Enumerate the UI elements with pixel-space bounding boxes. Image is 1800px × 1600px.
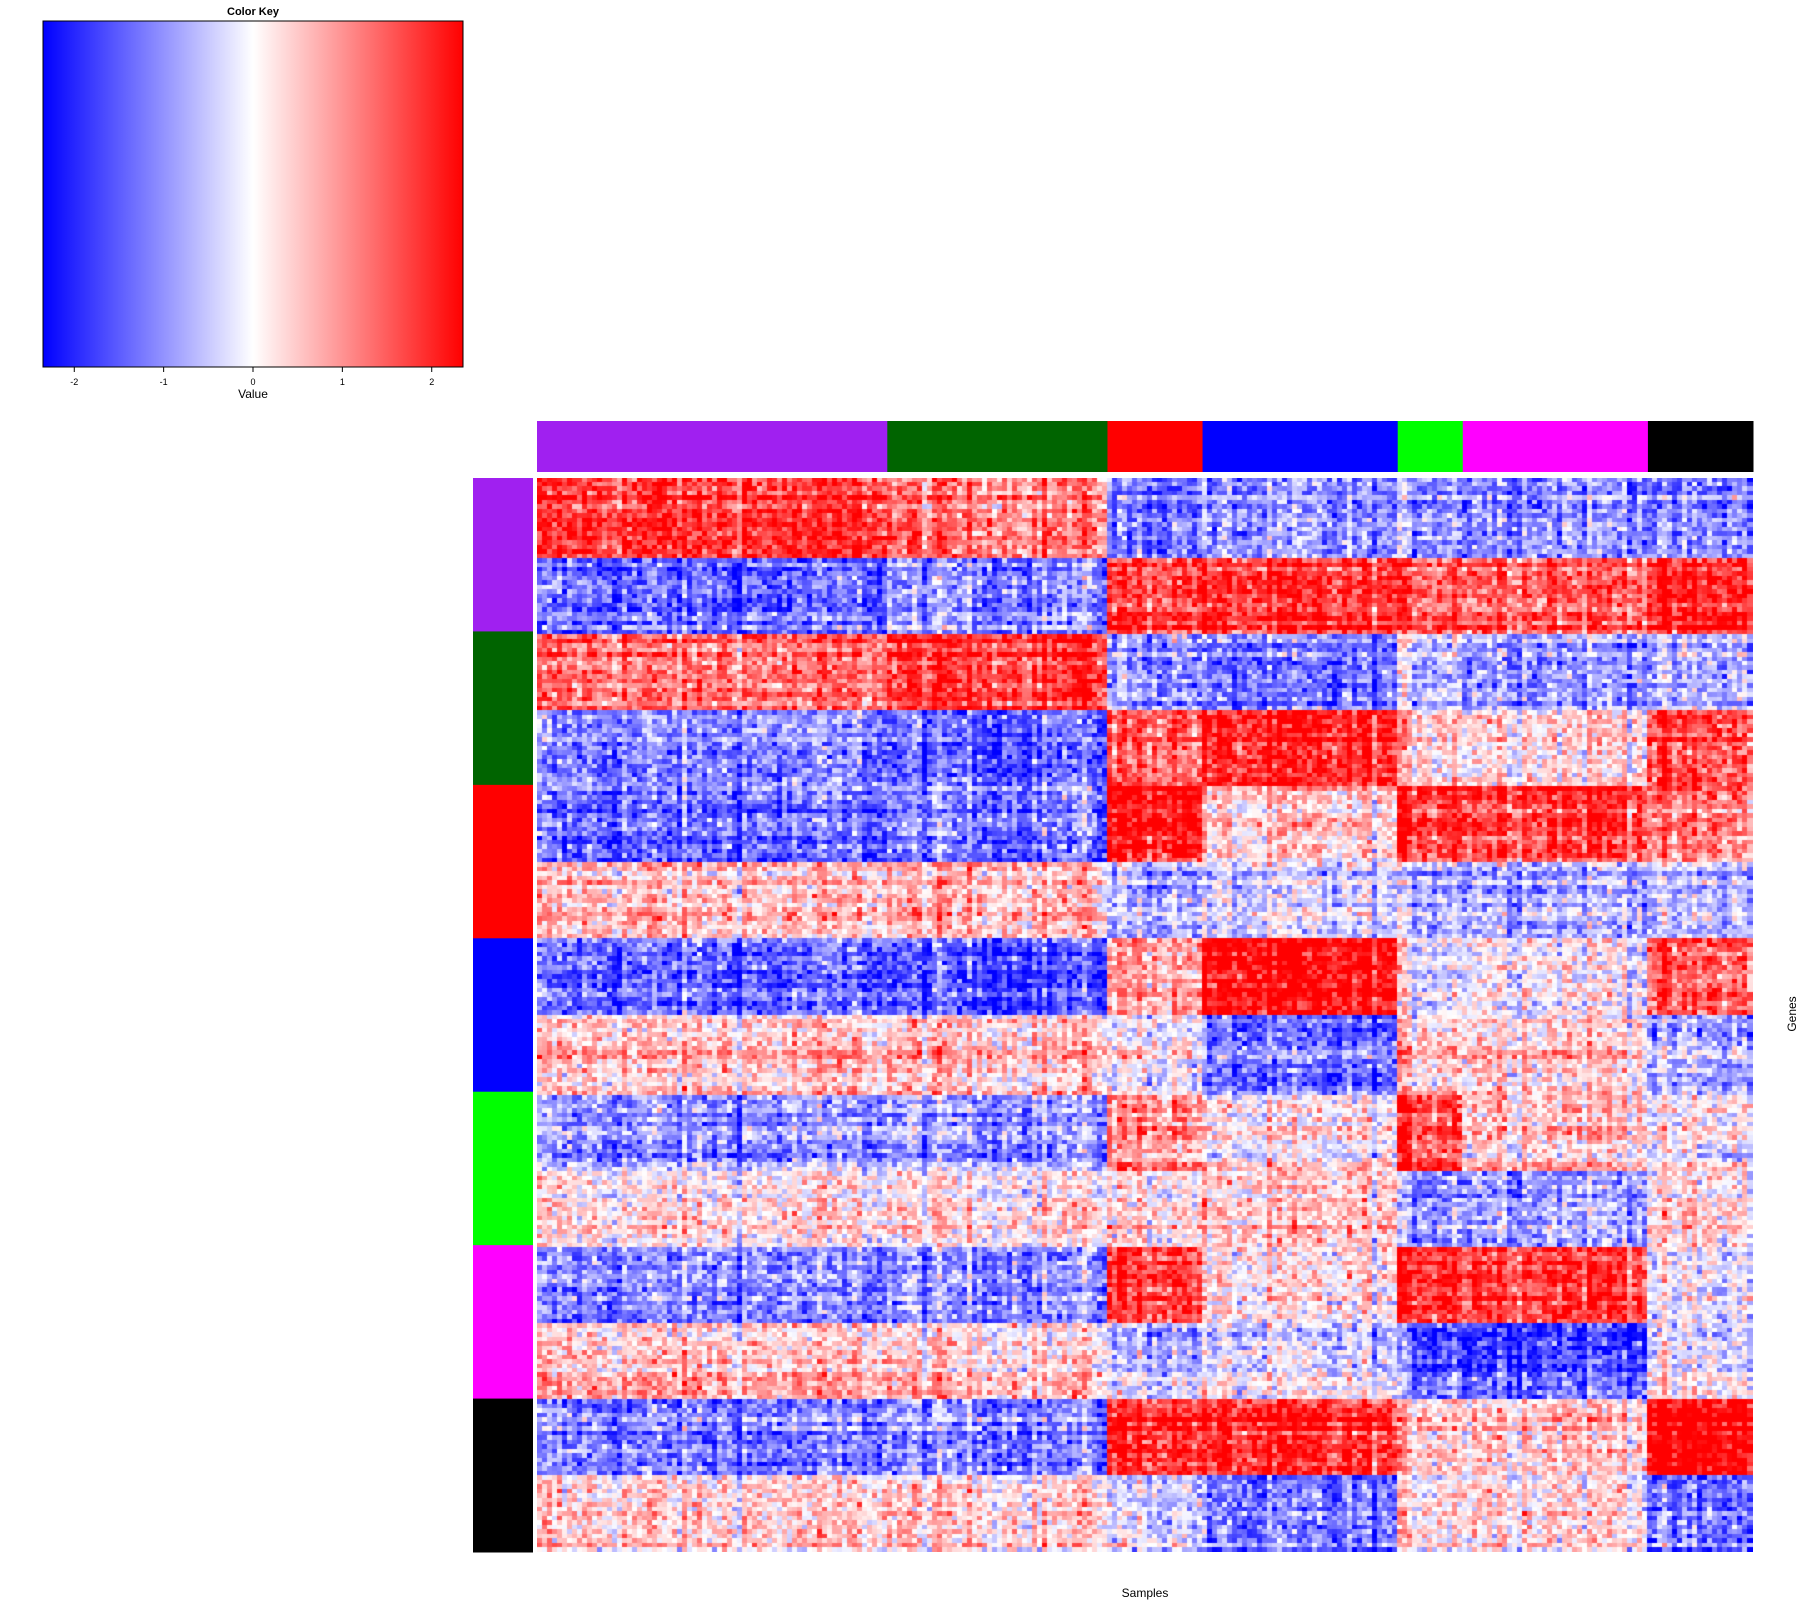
row-side-color <box>473 784 533 939</box>
color-key-title: Color Key <box>227 6 280 18</box>
row-side-color <box>473 478 533 632</box>
column-side-color <box>537 421 888 472</box>
color-key-tick-label: -1 <box>160 377 168 387</box>
color-key: Color Key -2 -1 0 1 2 Value <box>42 6 464 401</box>
color-key-tick-label: 0 <box>250 377 255 387</box>
row-side-color <box>473 1245 533 1400</box>
color-key-gradient <box>42 20 464 368</box>
column-side-color <box>1202 421 1399 472</box>
color-key-ticks: -2 -1 0 1 2 <box>70 367 434 387</box>
row-side-color <box>473 1398 533 1553</box>
heatmap-cells <box>537 478 1753 1552</box>
color-key-tick-label: 2 <box>429 377 434 387</box>
column-side-color <box>1107 421 1204 472</box>
column-side-colors <box>537 421 1754 472</box>
color-key-axis-label: Value <box>238 387 268 401</box>
column-side-color <box>1647 421 1754 472</box>
color-key-tick-label: 1 <box>340 377 345 387</box>
column-side-color <box>1397 421 1464 472</box>
row-side-color <box>473 938 533 1093</box>
color-key-tick-label: -2 <box>70 377 78 387</box>
row-side-colors <box>473 478 533 1553</box>
column-side-color <box>887 421 1108 472</box>
x-axis-label: Samples <box>1122 1586 1169 1600</box>
y-axis-label: Genes <box>1785 996 1799 1031</box>
row-side-color <box>473 1091 533 1246</box>
column-side-color <box>1462 421 1649 472</box>
row-side-color <box>473 631 533 786</box>
heatmap-body <box>537 478 1753 1552</box>
